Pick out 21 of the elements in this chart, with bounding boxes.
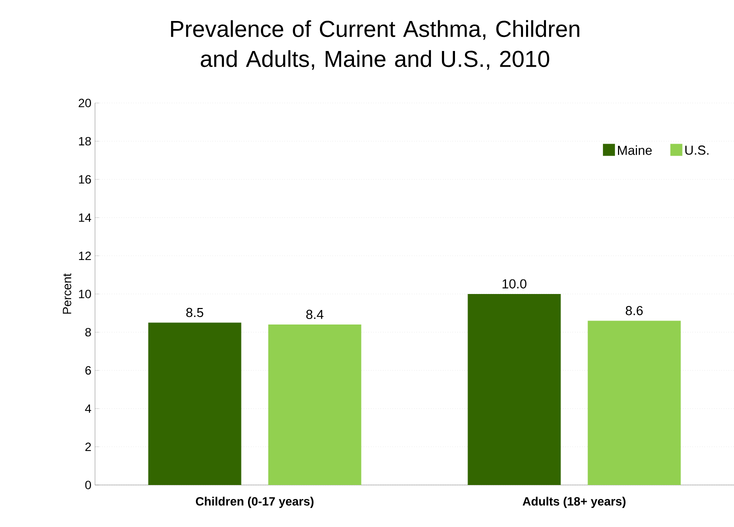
y-tick-label: 0 xyxy=(85,480,92,490)
data-label: 8.5 xyxy=(186,308,204,318)
chart-title: Prevalence of Current Asthma, Children and Adults, Maine and U.S., 2010 xyxy=(171,20,580,70)
x-tick-label: Children (0-17 years) xyxy=(196,496,314,508)
y-tick-label: 14 xyxy=(79,213,92,222)
data-label: 8.6 xyxy=(626,306,643,316)
legend-label: U.S. xyxy=(685,146,708,155)
y-axis-title: Percent xyxy=(62,273,72,314)
x-tick-label: Adults (18+ years) xyxy=(522,496,626,508)
data-label: 8.4 xyxy=(306,310,324,320)
y-tick-label: 2 xyxy=(85,442,91,451)
data-label: 10.0 xyxy=(502,279,526,288)
y-tick-label: 6 xyxy=(85,366,91,375)
y-tick-label: 16 xyxy=(79,175,91,184)
y-tick-label: 4 xyxy=(85,404,92,413)
y-tick-label: 18 xyxy=(79,136,91,146)
y-tick-label: 8 xyxy=(85,328,91,336)
y-tick-label: 12 xyxy=(79,252,91,260)
y-tick-label: 10 xyxy=(79,290,92,298)
y-tick-label: 20 xyxy=(78,98,92,108)
legend-label: Maine xyxy=(618,145,652,155)
